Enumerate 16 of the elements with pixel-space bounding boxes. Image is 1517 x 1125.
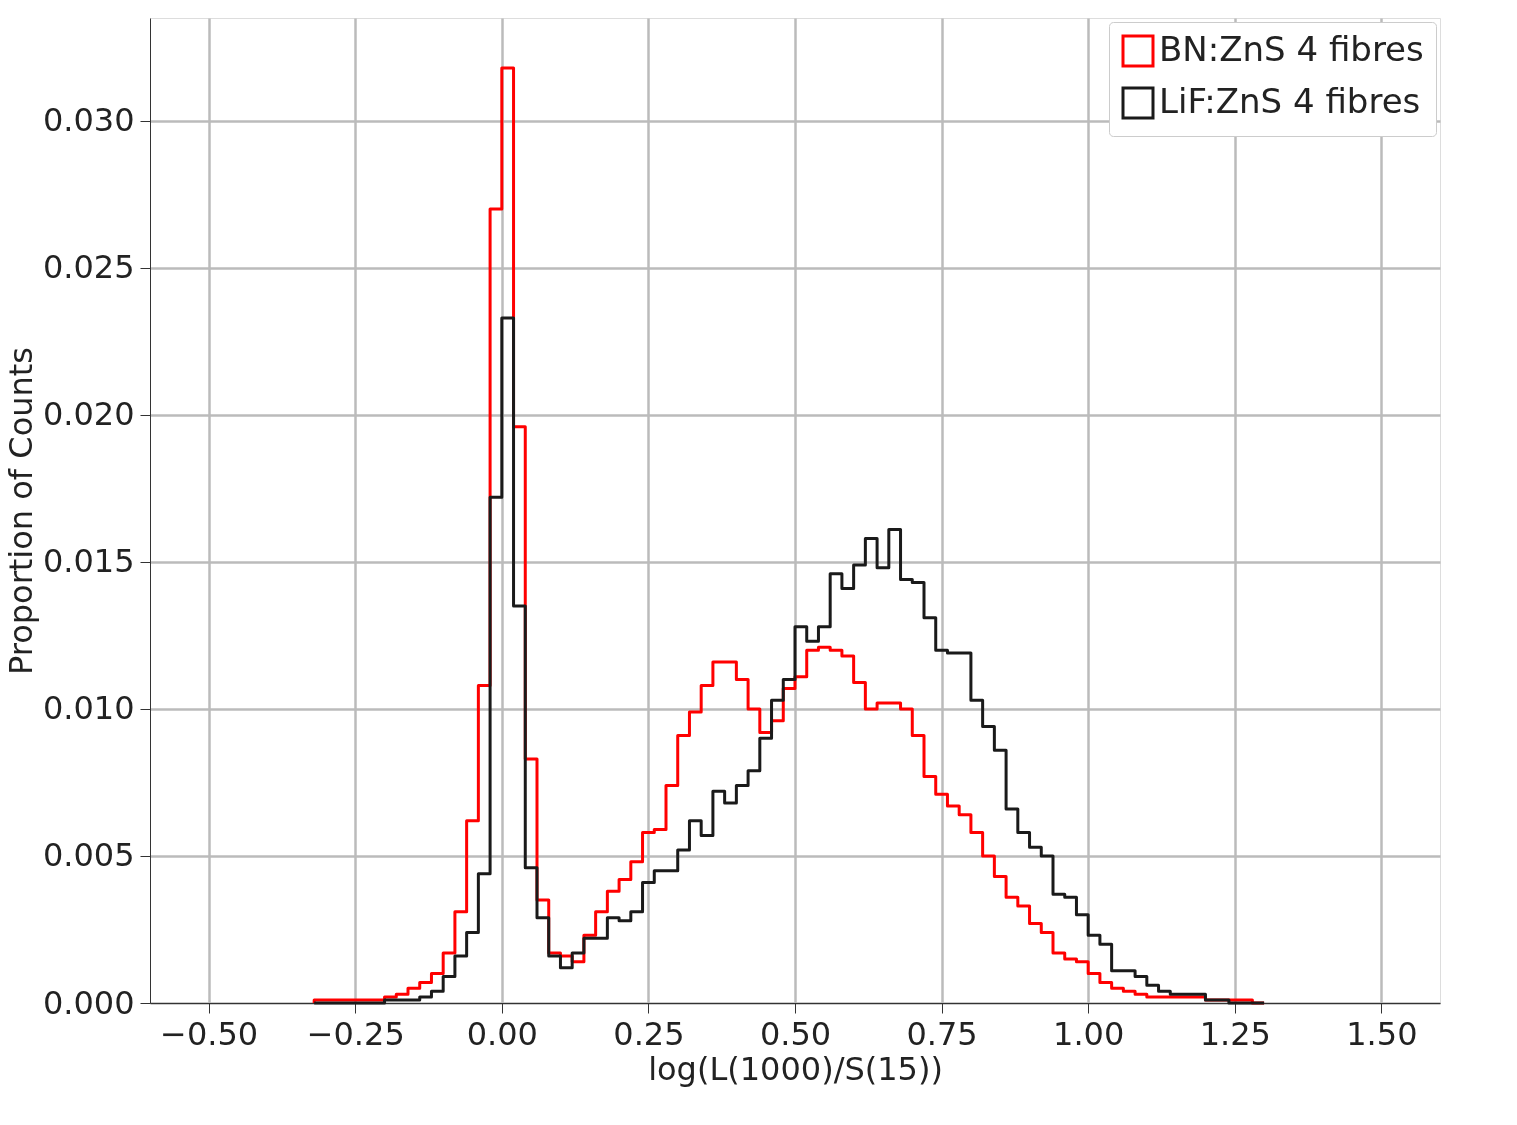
- x-tick-label: 1.25: [1199, 1014, 1271, 1053]
- y-tick-label: 0.000: [42, 983, 135, 1022]
- y-tick-label: 0.030: [42, 101, 135, 140]
- legend-label: BN:ZnS 4 fibres: [1159, 29, 1424, 69]
- x-tick-label: 1.50: [1346, 1014, 1418, 1053]
- y-axis-title: Proportion of Counts: [1, 347, 40, 675]
- y-tick-label: 0.025: [42, 248, 135, 287]
- y-tick-label: 0.005: [42, 836, 135, 875]
- x-tick-label: −0.25: [306, 1014, 405, 1053]
- y-tick-label: 0.020: [42, 395, 135, 434]
- y-tick-label: 0.015: [42, 542, 135, 581]
- legend-label: LiF:ZnS 4 fibres: [1159, 81, 1421, 121]
- x-tick-label: 1.00: [1053, 1014, 1125, 1053]
- x-tick-label: −0.50: [160, 1014, 259, 1053]
- x-tick-label: 0.00: [466, 1014, 538, 1053]
- y-tick-label: 0.010: [42, 689, 135, 728]
